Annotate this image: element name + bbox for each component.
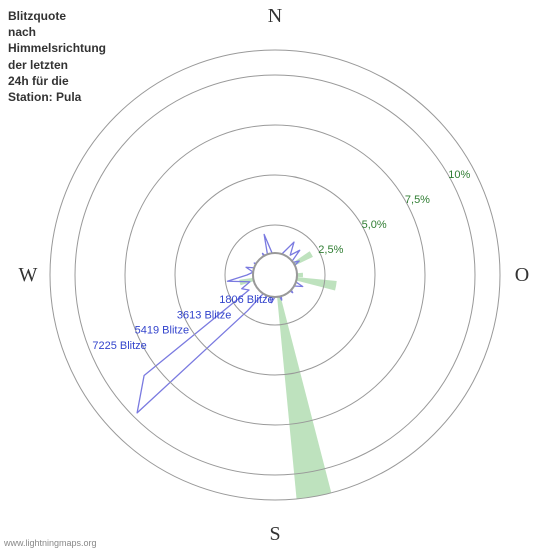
cardinal-O: O: [515, 264, 529, 286]
cardinal-N: N: [268, 5, 282, 27]
footer-credit: www.lightningmaps.org: [4, 538, 97, 548]
chart-container: Blitzquote nach Himmelsrichtung der letz…: [0, 0, 550, 550]
polar-chart-svg: N S W O 2,5% 5,0% 7,5% 10% 1806 Blitze 3613 Blitz…: [0, 0, 550, 550]
pct-label: 2,5%: [318, 244, 343, 256]
cardinal-S: S: [269, 523, 280, 545]
blitze-label: 5419 Blitze: [135, 325, 189, 337]
blitze-label: 1806 Blitze: [219, 294, 273, 306]
green-sector: [275, 275, 331, 499]
pct-label: 7,5%: [405, 194, 430, 206]
blitze-label: 7225 Blitze: [92, 340, 146, 352]
blitze-label: 3613 Blitze: [177, 309, 231, 321]
pct-label: 5,0%: [362, 219, 387, 231]
cardinal-W: W: [19, 264, 38, 286]
center-hole: [253, 253, 297, 297]
pct-label: 10%: [448, 169, 470, 181]
